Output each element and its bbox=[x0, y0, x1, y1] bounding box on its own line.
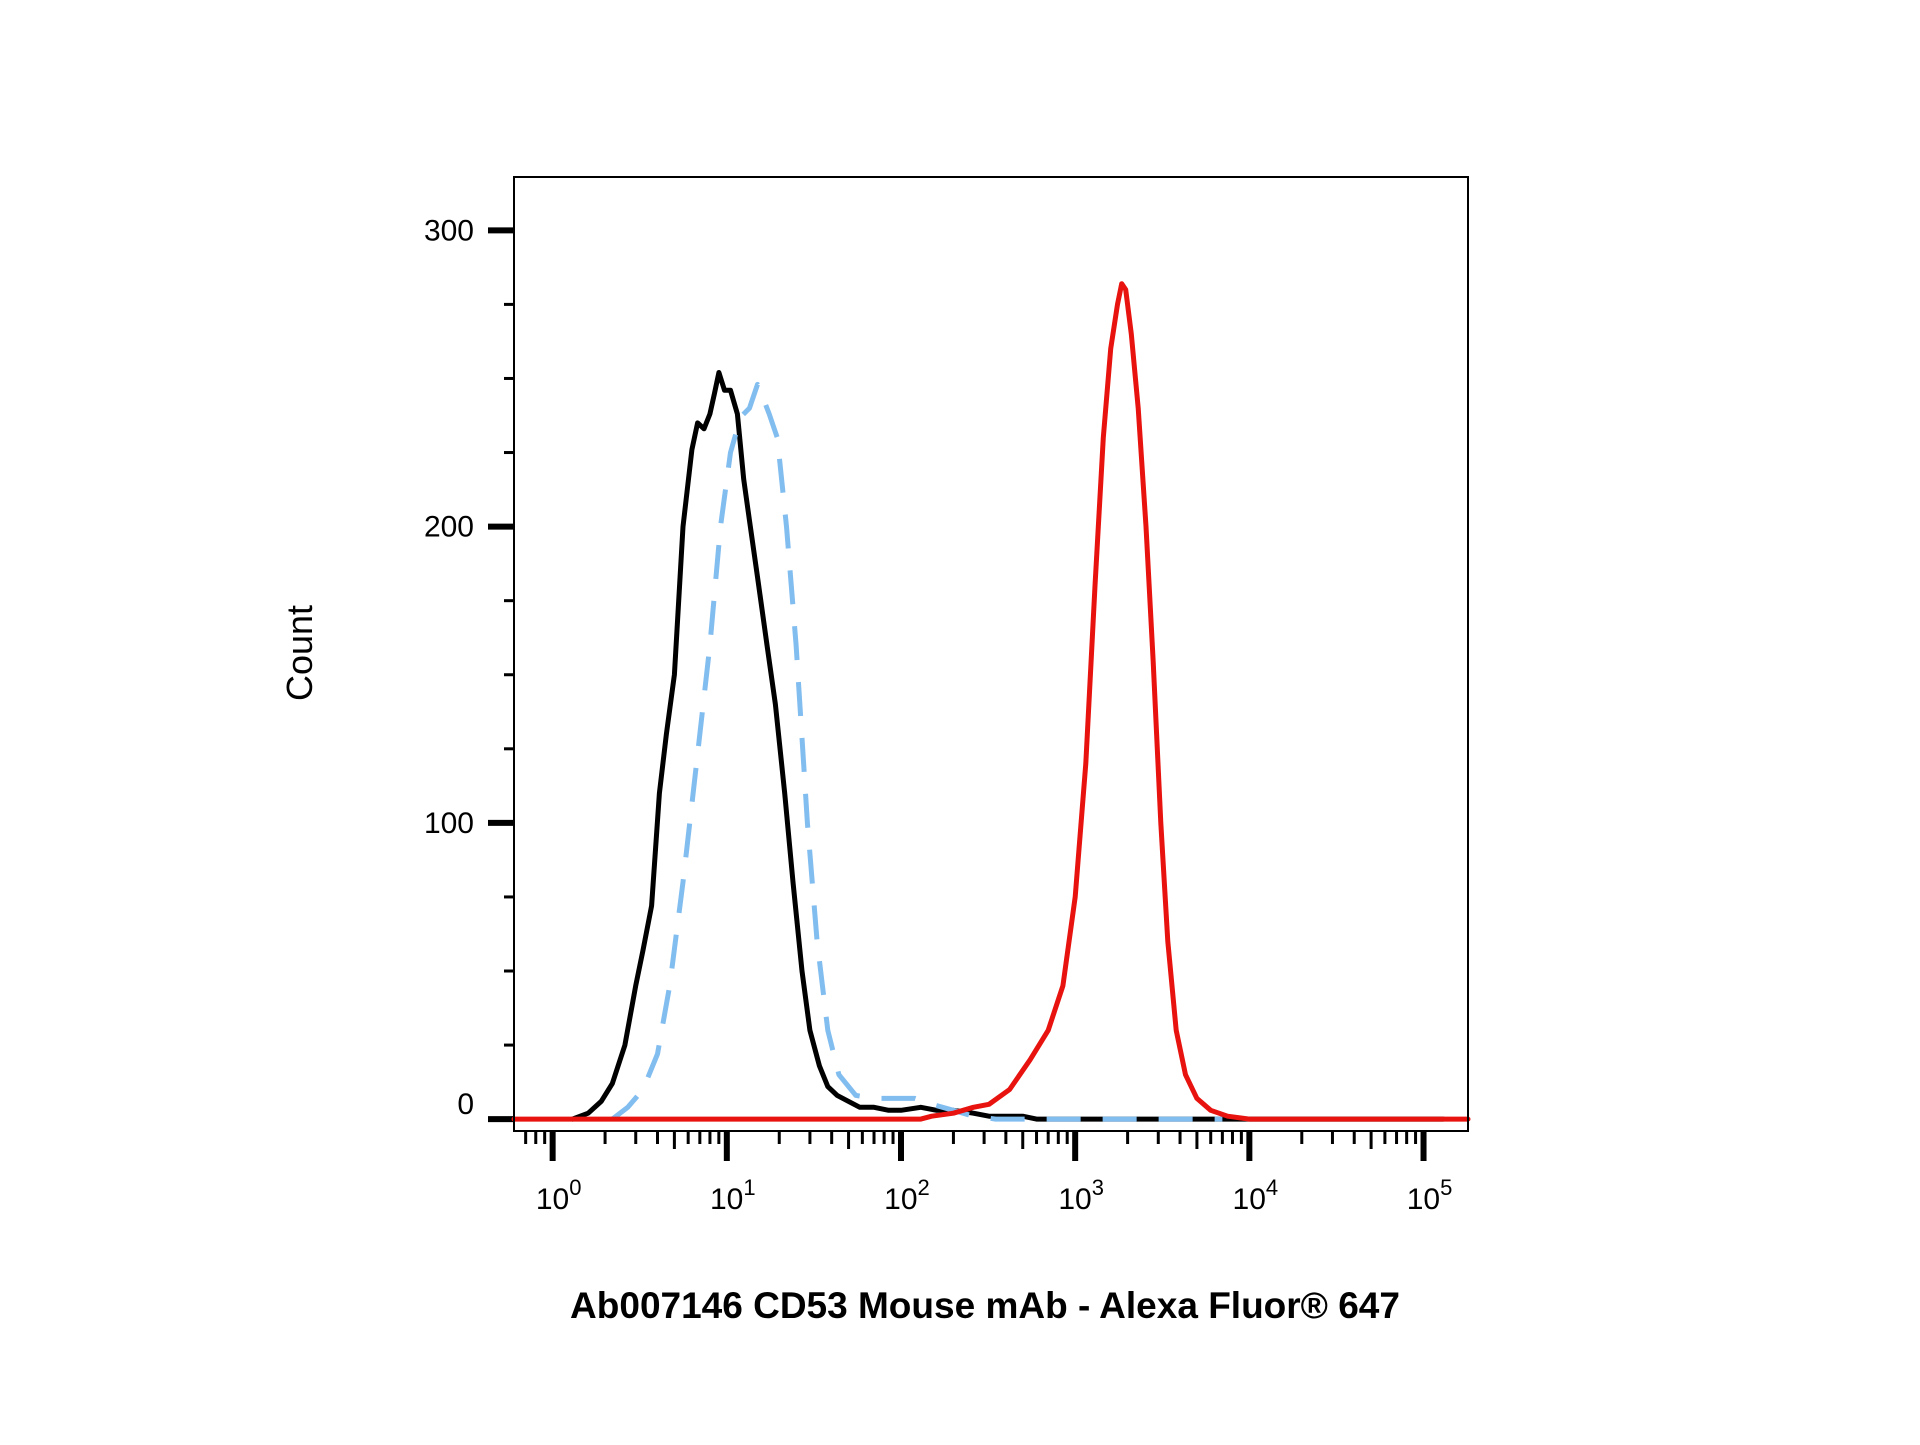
x-tick-label: 101 bbox=[710, 1175, 756, 1216]
series-line bbox=[570, 370, 1446, 1122]
axis-ticks bbox=[488, 227, 1427, 1161]
tick-labels: 0 100 200 300 100 101 102 103 104 105 bbox=[424, 214, 1452, 1216]
x-tick-label: 103 bbox=[1058, 1175, 1104, 1216]
x-tick-label: 104 bbox=[1233, 1175, 1279, 1216]
x-tick-label: 105 bbox=[1407, 1175, 1453, 1216]
y-tick-label: 100 bbox=[424, 807, 474, 840]
x-tick-label: 100 bbox=[536, 1175, 582, 1216]
series-line bbox=[511, 281, 1471, 1122]
y-tick-label: 300 bbox=[424, 214, 474, 247]
x-axis-label: Ab007146 CD53 Mouse mAb - Alexa Fluor® 6… bbox=[570, 1285, 1400, 1326]
series-line bbox=[610, 381, 1223, 1122]
y-tick-label: 200 bbox=[424, 511, 474, 544]
series-lines bbox=[511, 281, 1471, 1122]
y-tick-label: 0 bbox=[457, 1088, 474, 1121]
x-tick-label: 102 bbox=[884, 1175, 930, 1216]
y-axis-label: Count bbox=[279, 605, 320, 701]
plot-frame bbox=[513, 176, 1469, 1132]
